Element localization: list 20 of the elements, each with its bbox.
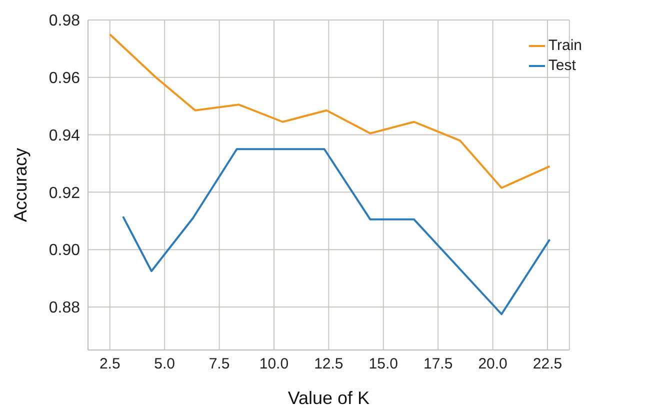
x-tick-label: 10.0 bbox=[259, 356, 289, 373]
x-tick-label: 12.5 bbox=[314, 356, 344, 373]
x-tick-label: 17.5 bbox=[423, 356, 453, 373]
y-tick-label: 0.98 bbox=[48, 12, 80, 30]
y-tick-label: 0.90 bbox=[48, 242, 80, 260]
x-tick-label: 5.0 bbox=[154, 356, 176, 373]
x-tick-label: 20.0 bbox=[478, 356, 508, 373]
x-tick-label: 15.0 bbox=[368, 356, 398, 373]
legend-label: Train bbox=[548, 36, 582, 56]
legend-label: Test bbox=[548, 56, 576, 76]
y-tick-label: 0.92 bbox=[48, 184, 80, 202]
x-axis-title: Value of K bbox=[288, 388, 370, 408]
y-tick-label: 0.88 bbox=[48, 300, 80, 317]
x-tick-label: 2.5 bbox=[99, 356, 120, 373]
y-axis-title: Accuracy bbox=[10, 148, 30, 222]
x-tick-label: 7.5 bbox=[208, 356, 230, 373]
y-tick-label: 0.96 bbox=[48, 70, 80, 88]
y-tick-label: 0.94 bbox=[48, 127, 80, 144]
line-series bbox=[122, 148, 551, 316]
x-tick-label: 22.5 bbox=[532, 356, 562, 373]
